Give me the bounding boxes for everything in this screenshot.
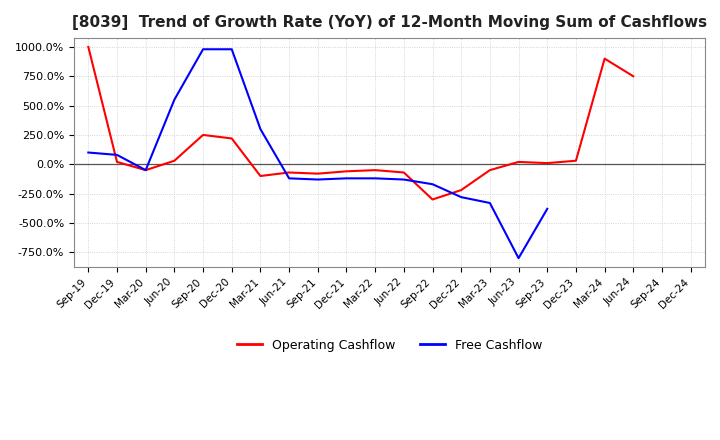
Title: [8039]  Trend of Growth Rate (YoY) of 12-Month Moving Sum of Cashflows: [8039] Trend of Growth Rate (YoY) of 12-… xyxy=(72,15,707,30)
Legend: Operating Cashflow, Free Cashflow: Operating Cashflow, Free Cashflow xyxy=(232,334,547,357)
